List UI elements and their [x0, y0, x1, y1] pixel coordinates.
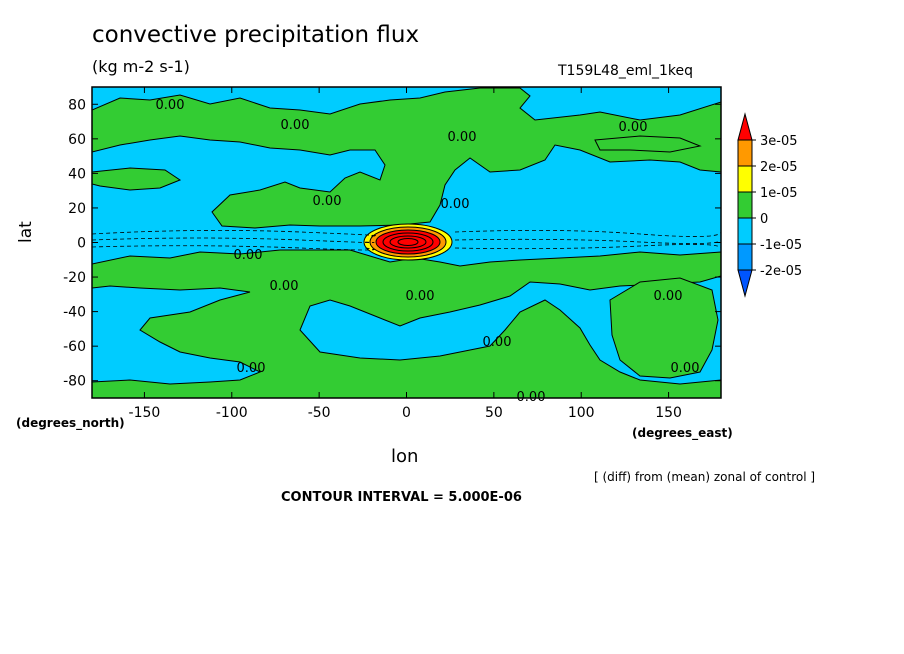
y-tick-label: -20 — [63, 270, 86, 286]
x-tick-label: 0 — [402, 405, 411, 421]
positive-region — [594, 135, 702, 153]
contour-label: 0.00 — [406, 289, 435, 304]
contour-label: 0.00 — [619, 120, 648, 135]
positive-region — [609, 277, 719, 379]
x-tick-label: -50 — [308, 405, 331, 421]
contour-label: 0.00 — [671, 361, 700, 376]
colorbar: 3e-05 2e-05 1e-05 0 -1e-05 -2e-05 — [737, 112, 802, 298]
colorbar-swatch — [737, 243, 753, 271]
equatorial-peak — [363, 223, 453, 261]
x-axis-unit-label: (degrees_east) — [632, 426, 733, 440]
contour-label: 0.00 — [281, 118, 310, 133]
y-tick-label: 40 — [68, 166, 86, 182]
colorbar-swatch — [737, 269, 753, 298]
x-axis-label: lon — [391, 446, 419, 467]
y-axis-unit-label: (degrees_north) — [16, 416, 125, 430]
negative-contours — [92, 230, 721, 251]
contour-label: 0.00 — [234, 248, 263, 263]
y-tick-label: 20 — [68, 201, 86, 217]
contour-label: 0.00 — [270, 279, 299, 294]
y-axis: -80 -60 -40 -20 0 20 40 60 80 — [63, 97, 721, 390]
difference-note: [ (diff) from (mean) zonal of control ] — [594, 470, 816, 484]
x-tick-label: 150 — [655, 405, 682, 421]
positive-region — [92, 87, 721, 229]
contour-label: 0.00 — [237, 361, 266, 376]
y-tick-label: 0 — [77, 236, 86, 252]
y-tick-label: -80 — [63, 374, 86, 390]
chart-title: convective precipitation flux — [92, 22, 420, 48]
x-tick-label: 50 — [485, 405, 503, 421]
colorbar-swatch — [737, 112, 753, 141]
y-tick-label: -60 — [63, 339, 86, 355]
colorbar-swatch — [737, 139, 753, 167]
contour-labels: 0.00 0.00 0.00 0.00 0.00 0.00 0.00 0.00 0.00 0.00… — [156, 98, 700, 405]
contour-label: 0.00 — [483, 335, 512, 350]
colorbar-label: 1e-05 — [760, 186, 798, 201]
colorbar-swatch — [737, 165, 753, 193]
y-tick-label: -40 — [63, 305, 86, 321]
positive-region — [92, 249, 721, 398]
x-axis: -150 -100 -50 0 50 100 150 — [129, 87, 682, 421]
contour-label: 0.00 — [313, 194, 342, 209]
colorbar-label: 3e-05 — [760, 134, 798, 149]
colorbar-label: 2e-05 — [760, 160, 798, 175]
x-tick-label: -150 — [129, 405, 161, 421]
colorbar-label: -2e-05 — [760, 264, 802, 279]
plot-area — [92, 87, 721, 398]
x-tick-label: 100 — [568, 405, 595, 421]
colorbar-swatch — [737, 191, 753, 219]
x-tick-label: -100 — [216, 405, 248, 421]
contour-label: 0.00 — [448, 130, 477, 145]
chart-units: (kg m-2 s-1) — [92, 57, 190, 76]
colorbar-swatch — [737, 217, 753, 245]
contour-label: 0.00 — [654, 289, 683, 304]
contour-label: 0.00 — [156, 98, 185, 113]
colorbar-label: 0 — [760, 212, 768, 227]
y-tick-label: 60 — [68, 132, 86, 148]
contour-interval-label: CONTOUR INTERVAL = 5.000E-06 — [281, 490, 522, 505]
colorbar-label: -1e-05 — [760, 238, 802, 253]
run-label: T159L48_eml_1keq — [558, 63, 694, 79]
y-tick-label: 80 — [68, 97, 86, 113]
contour-label: 0.00 — [441, 197, 470, 212]
positive-region — [92, 167, 182, 191]
